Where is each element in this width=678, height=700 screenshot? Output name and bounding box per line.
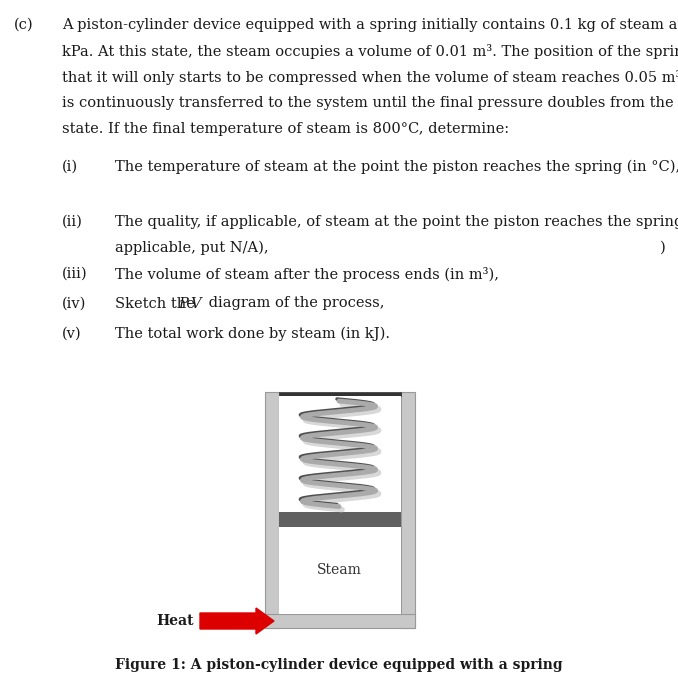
Text: The total work done by steam (in kJ).: The total work done by steam (in kJ). bbox=[115, 326, 390, 341]
Text: (c): (c) bbox=[14, 18, 34, 32]
Text: Sketch the: Sketch the bbox=[115, 297, 199, 311]
Text: The quality, if applicable, of steam at the point the piston reaches the spring : The quality, if applicable, of steam at … bbox=[115, 215, 678, 229]
FancyArrow shape bbox=[200, 608, 274, 634]
Text: (iv): (iv) bbox=[62, 297, 86, 311]
Text: that it will only starts to be compressed when the volume of steam reaches 0.05 : that it will only starts to be compresse… bbox=[62, 70, 678, 85]
Text: (v): (v) bbox=[62, 326, 81, 340]
Text: applicable, put N/A),: applicable, put N/A), bbox=[115, 241, 268, 255]
Text: P-V: P-V bbox=[178, 297, 201, 311]
Bar bbox=[265, 392, 279, 628]
Text: The volume of steam after the process ends (in m³),: The volume of steam after the process en… bbox=[115, 267, 499, 281]
Text: Steam: Steam bbox=[317, 564, 361, 577]
Bar bbox=[265, 614, 415, 628]
Text: (ii): (ii) bbox=[62, 215, 83, 229]
Bar bbox=[279, 396, 401, 614]
Text: The temperature of steam at the point the piston reaches the spring (in °C),: The temperature of steam at the point th… bbox=[115, 160, 678, 174]
Text: Heat: Heat bbox=[157, 614, 194, 628]
Bar bbox=[401, 392, 415, 628]
Bar bbox=[279, 512, 401, 526]
Text: is continuously transferred to the system until the final pressure doubles from : is continuously transferred to the syste… bbox=[62, 96, 678, 110]
Text: diagram of the process,: diagram of the process, bbox=[204, 297, 384, 311]
Text: (iii): (iii) bbox=[62, 267, 87, 281]
Text: ): ) bbox=[660, 241, 666, 255]
Text: state. If the final temperature of steam is 800°C, determine:: state. If the final temperature of steam… bbox=[62, 122, 509, 136]
Text: kPa. At this state, the steam occupies a volume of 0.01 m³. The position of the : kPa. At this state, the steam occupies a… bbox=[62, 44, 678, 59]
Text: A piston-cylinder device equipped with a spring initially contains 0.1 kg of ste: A piston-cylinder device equipped with a… bbox=[62, 18, 678, 32]
Bar bbox=[279, 392, 401, 396]
Text: Figure 1: A piston-cylinder device equipped with a spring: Figure 1: A piston-cylinder device equip… bbox=[115, 658, 563, 672]
Text: (i): (i) bbox=[62, 160, 78, 174]
